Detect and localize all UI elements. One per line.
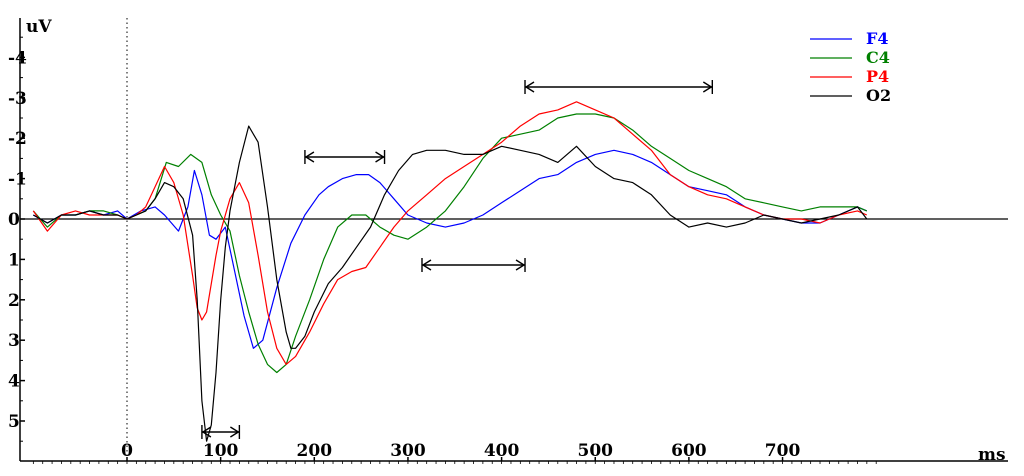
- series-lines: [32, 101, 868, 442]
- x-tick-label: 300: [390, 441, 426, 461]
- y-tick-label: -2: [8, 129, 27, 149]
- y-tick-label: 1: [8, 250, 20, 270]
- time-window-end-arrow: [515, 259, 526, 271]
- y-tick-label: 4: [8, 372, 20, 392]
- x-tick-label: 600: [671, 441, 707, 461]
- legend-label-c4: C4: [866, 48, 890, 67]
- time-window-start-arrow: [524, 81, 535, 93]
- x-tick-label: 200: [297, 441, 333, 461]
- x-tick-label: 0: [121, 441, 133, 461]
- series-line-o2: [33, 125, 868, 442]
- time-window-end-arrow: [230, 426, 240, 438]
- y-tick-label: 0: [8, 210, 20, 230]
- y-unit-label: uV: [26, 17, 52, 37]
- x-tick-label: 500: [578, 441, 614, 461]
- y-tick-label: 3: [8, 331, 20, 351]
- legend-label-o2: O2: [866, 86, 891, 105]
- time-window-start-arrow: [304, 151, 315, 163]
- time-window: [304, 150, 386, 164]
- y-tick-label: -1: [8, 170, 27, 190]
- time-window-end-arrow: [702, 81, 713, 93]
- series-line-p4: [32, 101, 868, 365]
- time-window-end-arrow: [375, 151, 385, 163]
- y-tick-label: -3: [8, 89, 27, 109]
- time-window-markers: [201, 80, 714, 439]
- y-tick-label: 2: [8, 291, 20, 311]
- series-line-c4: [32, 113, 868, 374]
- y-tick-label: -4: [8, 48, 27, 68]
- x-tick-label: 700: [765, 441, 801, 461]
- series-line-f4: [33, 149, 868, 349]
- y-tick-label: 5: [8, 412, 20, 432]
- x-unit-label: ms: [978, 445, 1006, 465]
- time-window-start-arrow: [421, 259, 432, 271]
- time-window: [421, 258, 526, 272]
- x-tick-label: 100: [203, 441, 239, 461]
- axes: -4 -3 -2 -1 0 1 2 3 4 5 0 100 200 300 400 500 600 700: [8, 18, 1008, 464]
- x-tick-label: 400: [484, 441, 520, 461]
- legend-label-p4: P4: [866, 67, 889, 86]
- legend-label-f4: F4: [866, 29, 889, 48]
- time-window: [524, 80, 714, 94]
